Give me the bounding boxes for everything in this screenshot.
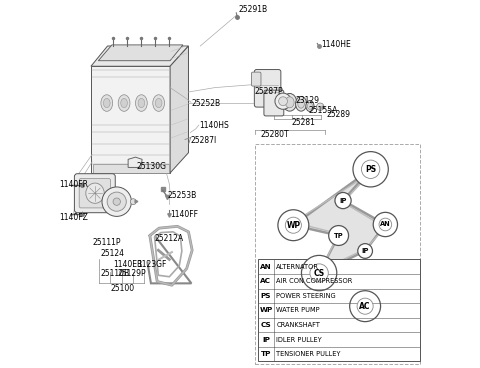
Text: 25212A: 25212A bbox=[155, 234, 184, 243]
FancyBboxPatch shape bbox=[255, 144, 420, 364]
Text: TP: TP bbox=[334, 233, 343, 238]
Text: 1140HE: 1140HE bbox=[321, 40, 351, 49]
Text: 25281: 25281 bbox=[291, 118, 315, 127]
Text: 25110B: 25110B bbox=[100, 269, 129, 277]
Text: 25252B: 25252B bbox=[192, 99, 220, 108]
Ellipse shape bbox=[298, 99, 304, 108]
Ellipse shape bbox=[104, 98, 110, 108]
Text: 1140FF: 1140FF bbox=[170, 210, 198, 219]
Ellipse shape bbox=[138, 98, 144, 108]
FancyBboxPatch shape bbox=[264, 90, 284, 116]
Circle shape bbox=[353, 152, 388, 187]
Text: AN: AN bbox=[380, 222, 391, 227]
Text: AC: AC bbox=[261, 278, 272, 284]
Polygon shape bbox=[91, 46, 189, 66]
Polygon shape bbox=[293, 169, 385, 306]
Text: 25111P: 25111P bbox=[92, 238, 120, 247]
Text: CRANKSHAFT: CRANKSHAFT bbox=[276, 322, 320, 328]
Circle shape bbox=[310, 264, 328, 282]
Text: PS: PS bbox=[261, 293, 271, 299]
Circle shape bbox=[361, 160, 380, 178]
Circle shape bbox=[278, 97, 288, 106]
Circle shape bbox=[285, 217, 301, 233]
Text: 25100: 25100 bbox=[110, 284, 134, 293]
Text: PS: PS bbox=[365, 165, 376, 174]
FancyBboxPatch shape bbox=[254, 70, 281, 107]
Polygon shape bbox=[98, 45, 183, 61]
Ellipse shape bbox=[101, 95, 113, 111]
Text: 25280T: 25280T bbox=[260, 130, 289, 139]
Text: POWER STEERING: POWER STEERING bbox=[276, 293, 336, 299]
Circle shape bbox=[131, 199, 136, 205]
Ellipse shape bbox=[296, 96, 307, 111]
Text: 1140HS: 1140HS bbox=[200, 121, 229, 130]
Circle shape bbox=[113, 198, 120, 205]
Text: AIR CON COMPRESSOR: AIR CON COMPRESSOR bbox=[276, 278, 353, 284]
Text: 23129: 23129 bbox=[295, 96, 319, 105]
Text: WP: WP bbox=[259, 307, 273, 314]
Circle shape bbox=[335, 192, 351, 209]
Circle shape bbox=[373, 212, 397, 237]
FancyBboxPatch shape bbox=[74, 174, 115, 213]
Text: IP: IP bbox=[361, 248, 369, 254]
Ellipse shape bbox=[306, 100, 314, 112]
Text: 25124: 25124 bbox=[100, 250, 124, 258]
Text: 1140FR: 1140FR bbox=[60, 180, 89, 189]
Text: 1140EB: 1140EB bbox=[113, 260, 142, 269]
Circle shape bbox=[278, 210, 309, 241]
Ellipse shape bbox=[135, 95, 147, 111]
Text: IP: IP bbox=[262, 336, 270, 343]
Text: 25155A: 25155A bbox=[308, 106, 337, 115]
Circle shape bbox=[107, 192, 126, 211]
Polygon shape bbox=[93, 164, 169, 173]
Bar bbox=[258, 259, 420, 361]
Circle shape bbox=[275, 93, 291, 109]
Ellipse shape bbox=[153, 95, 165, 111]
Text: 25129P: 25129P bbox=[118, 269, 146, 277]
Ellipse shape bbox=[285, 97, 294, 108]
Text: 25287I: 25287I bbox=[190, 136, 216, 145]
Circle shape bbox=[349, 291, 381, 322]
Text: 25289: 25289 bbox=[326, 110, 350, 118]
Ellipse shape bbox=[307, 103, 312, 109]
Text: WATER PUMP: WATER PUMP bbox=[276, 307, 320, 314]
Ellipse shape bbox=[121, 98, 127, 108]
Text: IP: IP bbox=[339, 198, 347, 204]
Polygon shape bbox=[91, 66, 170, 173]
FancyBboxPatch shape bbox=[252, 72, 261, 86]
FancyBboxPatch shape bbox=[79, 178, 110, 208]
Text: 25130G: 25130G bbox=[136, 162, 166, 171]
Text: 25287P: 25287P bbox=[255, 87, 283, 96]
Polygon shape bbox=[170, 46, 189, 173]
Ellipse shape bbox=[283, 93, 297, 111]
Text: WP: WP bbox=[286, 221, 300, 230]
Text: AN: AN bbox=[260, 264, 272, 270]
Text: 1140FZ: 1140FZ bbox=[60, 213, 88, 222]
Text: TP: TP bbox=[261, 351, 271, 357]
Text: 25291B: 25291B bbox=[238, 5, 267, 14]
Circle shape bbox=[301, 255, 337, 291]
Circle shape bbox=[379, 218, 392, 231]
Polygon shape bbox=[128, 157, 142, 167]
Ellipse shape bbox=[86, 183, 104, 203]
Circle shape bbox=[329, 226, 348, 245]
Circle shape bbox=[358, 244, 372, 258]
Text: 25253B: 25253B bbox=[167, 191, 196, 200]
Circle shape bbox=[357, 298, 373, 314]
Circle shape bbox=[102, 187, 132, 216]
Text: CS: CS bbox=[261, 322, 271, 328]
Circle shape bbox=[316, 103, 324, 110]
Text: ALTERNATOR: ALTERNATOR bbox=[276, 264, 319, 270]
Text: 1123GF: 1123GF bbox=[138, 260, 167, 269]
Text: IDLER PULLEY: IDLER PULLEY bbox=[276, 336, 322, 343]
Text: TENSIONER PULLEY: TENSIONER PULLEY bbox=[276, 351, 341, 357]
Text: CS: CS bbox=[313, 269, 324, 277]
Ellipse shape bbox=[156, 98, 162, 108]
Text: AC: AC bbox=[360, 302, 371, 311]
Ellipse shape bbox=[118, 95, 130, 111]
